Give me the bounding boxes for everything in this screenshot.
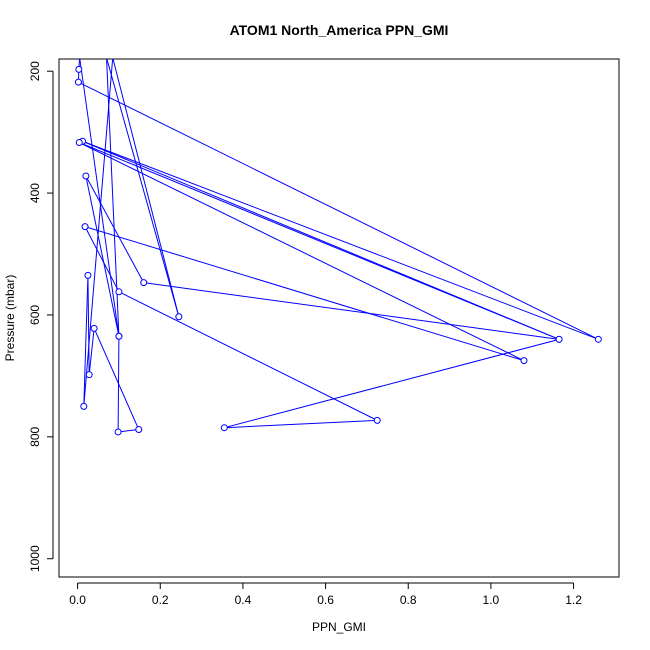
- data-point: [75, 65, 83, 73]
- series-segment: [224, 338, 560, 429]
- y-axis: 200 400 600 800 1000: [28, 61, 54, 572]
- data-point: [220, 424, 228, 432]
- y-axis-label: Pressure (mbar): [3, 275, 17, 362]
- y-tick-label: 400: [28, 183, 42, 203]
- data-point: [75, 138, 83, 146]
- y-tick-label: 200: [28, 61, 42, 81]
- data-point: [373, 416, 381, 424]
- x-tick-label: 0.8: [400, 593, 417, 607]
- x-tick-label: 0.6: [317, 593, 334, 607]
- plot-frame: [58, 58, 620, 578]
- series-segment: [87, 275, 90, 375]
- data-point: [594, 335, 602, 343]
- series-line: [77, 59, 599, 433]
- series-segment: [85, 175, 120, 337]
- series-segment: [84, 226, 120, 293]
- series-segment: [117, 336, 120, 432]
- chart-title: ATOM1 North_America PPN_GMI: [230, 22, 449, 38]
- data-point: [175, 313, 183, 321]
- data-point: [80, 402, 88, 410]
- data-point: [555, 335, 563, 343]
- series-segment: [84, 226, 525, 362]
- x-tick-label: 1.0: [483, 593, 500, 607]
- data-point: [74, 78, 82, 86]
- series-segment: [79, 142, 525, 362]
- series-segment: [112, 59, 180, 317]
- plot-area: [74, 59, 602, 436]
- series-segment: [88, 328, 95, 375]
- data-point: [140, 279, 148, 287]
- data-point: [82, 172, 90, 180]
- data-point: [115, 332, 123, 340]
- data-point: [135, 426, 143, 434]
- series-segment: [78, 81, 599, 340]
- series-segment: [93, 328, 140, 430]
- x-tick-label: 0.0: [69, 593, 86, 607]
- series-segment: [79, 59, 120, 337]
- series-segment: [85, 175, 145, 283]
- series-segment: [79, 142, 560, 340]
- data-point: [84, 271, 92, 279]
- data-point: [85, 371, 93, 379]
- x-tick-label: 0.4: [235, 593, 252, 607]
- data-point: [90, 324, 98, 332]
- series-segment: [82, 140, 599, 340]
- x-tick-label: 0.2: [152, 593, 169, 607]
- data-point: [114, 428, 122, 436]
- x-axis: 0.0 0.2 0.4 0.6 0.8 1.0 1.2: [69, 582, 582, 607]
- series-segment: [143, 282, 560, 340]
- series-segment: [118, 291, 378, 421]
- series-segment: [224, 419, 378, 429]
- series-segment: [83, 275, 89, 407]
- x-axis-label: PPN_GMI: [312, 620, 366, 634]
- series-segment: [106, 59, 180, 317]
- series-points: [74, 65, 602, 436]
- y-tick-label: 800: [28, 427, 42, 447]
- y-tick-label: 600: [28, 305, 42, 325]
- data-point: [520, 357, 528, 365]
- y-tick-label: 1000: [28, 545, 42, 572]
- data-point: [115, 288, 123, 296]
- data-point: [81, 223, 89, 231]
- x-tick-label: 1.2: [565, 593, 582, 607]
